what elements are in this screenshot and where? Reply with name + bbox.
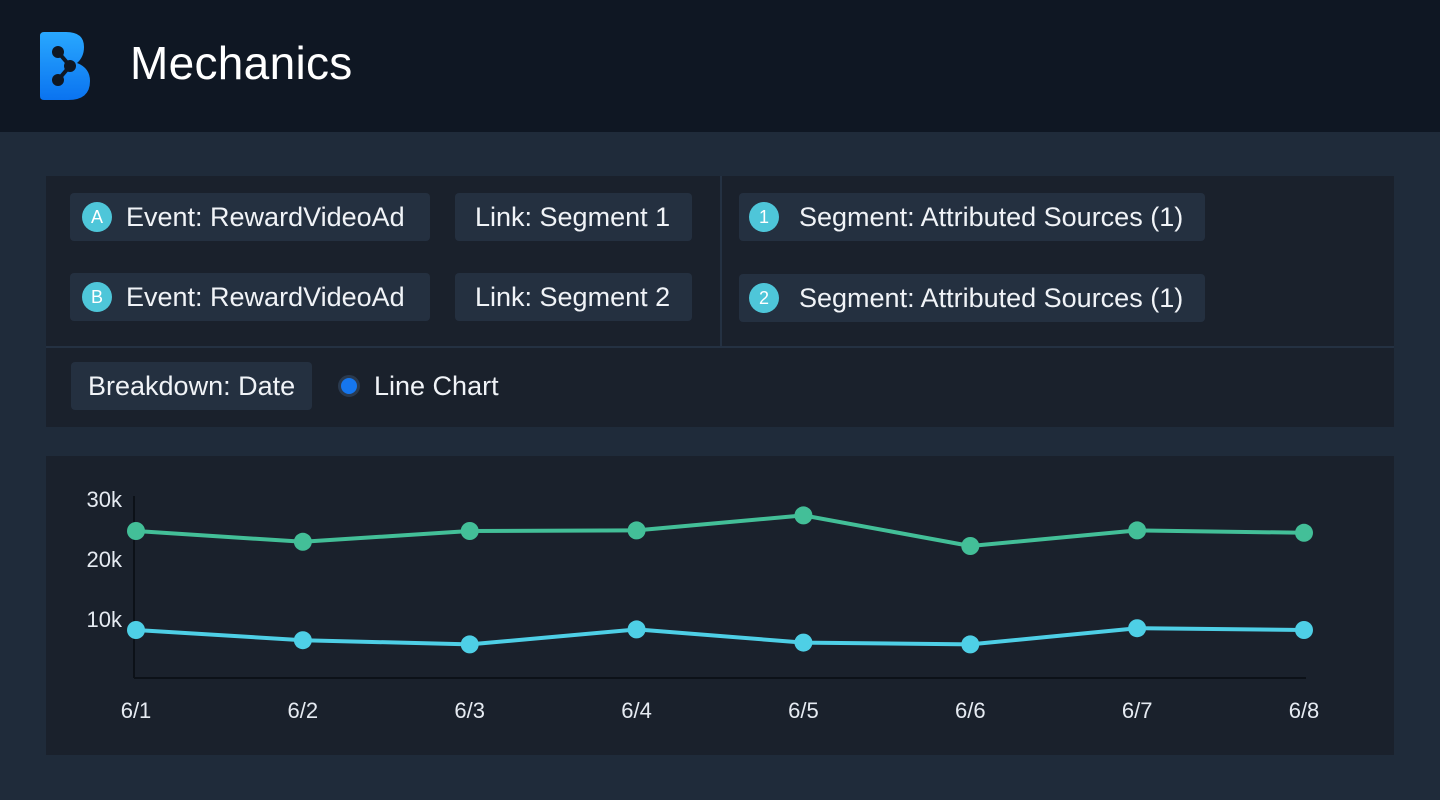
chart-panel: 10k 20k 30k 6/1 6/2 6/3 6/4 6/5 6/6 6/7 6/8 [46,456,1394,755]
x-tick-label: 6/2 [288,698,319,723]
y-tick-label: 10k [87,607,123,632]
brand-logo-icon[interactable] [38,30,92,102]
data-point-series-2 [1295,621,1313,639]
data-point-series-1 [1295,523,1313,542]
app-title: Mechanics [130,37,353,89]
segment-badge-1: 1 [749,202,779,232]
segment-label-1: Segment: Attributed Sources (1) [799,202,1184,232]
segment-label-2: Segment: Attributed Sources (1) [799,283,1184,313]
data-point-series-2 [1128,619,1147,638]
data-point-series-2 [961,635,980,654]
x-tick-label: 6/5 [788,698,819,723]
query-panel: A Event: RewardVideoAd Link: Segment 1 B… [46,176,1394,427]
event-chip-a[interactable]: A Event: RewardVideoAd [70,193,430,241]
data-point-series-2 [794,633,813,652]
data-point-series-1 [127,522,145,540]
line-chart-label: Line Chart [374,371,499,401]
series-line-1 [135,513,1305,548]
column-divider [720,176,722,347]
row-divider [46,346,1394,348]
event-label-a: Event: RewardVideoAd [126,202,405,232]
series-line-2 [135,626,1305,647]
segment-badge-2: 2 [749,283,779,313]
breakdown-chip[interactable]: Breakdown: Date [71,362,312,410]
breakdown-label: Breakdown: Date [88,371,296,401]
x-tick-label: 6/8 [1289,698,1320,723]
line-chart: 10k 20k 30k 6/1 6/2 6/3 6/4 6/5 6/6 6/7 6/8 [87,487,1320,723]
segment-chip-2[interactable]: 2 Segment: Attributed Sources (1) [739,274,1205,322]
link-chip-segment-1[interactable]: Link: Segment 1 [455,193,692,241]
x-tick-label: 6/7 [1122,698,1153,723]
x-tick-label: 6/4 [621,698,652,723]
line-chart-radio[interactable] [338,375,360,397]
event-label-b: Event: RewardVideoAd [126,282,405,312]
data-point-series-2 [127,621,145,639]
y-tick-label: 30k [87,487,123,512]
link-chip-segment-2[interactable]: Link: Segment 2 [455,273,692,321]
data-point-series-1 [627,521,646,540]
event-badge-b: B [82,282,112,312]
link-label-2: Link: Segment 2 [475,282,671,312]
x-tick-label: 6/3 [454,698,485,723]
data-point-series-1 [460,522,479,540]
data-point-series-1 [961,537,980,555]
x-tick-label: 6/1 [121,698,152,723]
y-tick-label: 20k [87,547,123,572]
data-point-series-2 [293,631,312,650]
data-point-series-1 [293,532,312,551]
event-chip-b[interactable]: B Event: RewardVideoAd [70,273,430,321]
data-point-series-1 [1128,521,1147,540]
app-header: Mechanics [0,0,1440,132]
x-tick-label: 6/6 [955,698,986,723]
event-badge-a: A [82,202,112,232]
data-point-series-2 [460,635,479,654]
data-point-series-2 [627,620,646,639]
segment-chip-1[interactable]: 1 Segment: Attributed Sources (1) [739,193,1205,241]
link-label-1: Link: Segment 1 [475,202,671,232]
data-point-series-1 [794,506,813,525]
